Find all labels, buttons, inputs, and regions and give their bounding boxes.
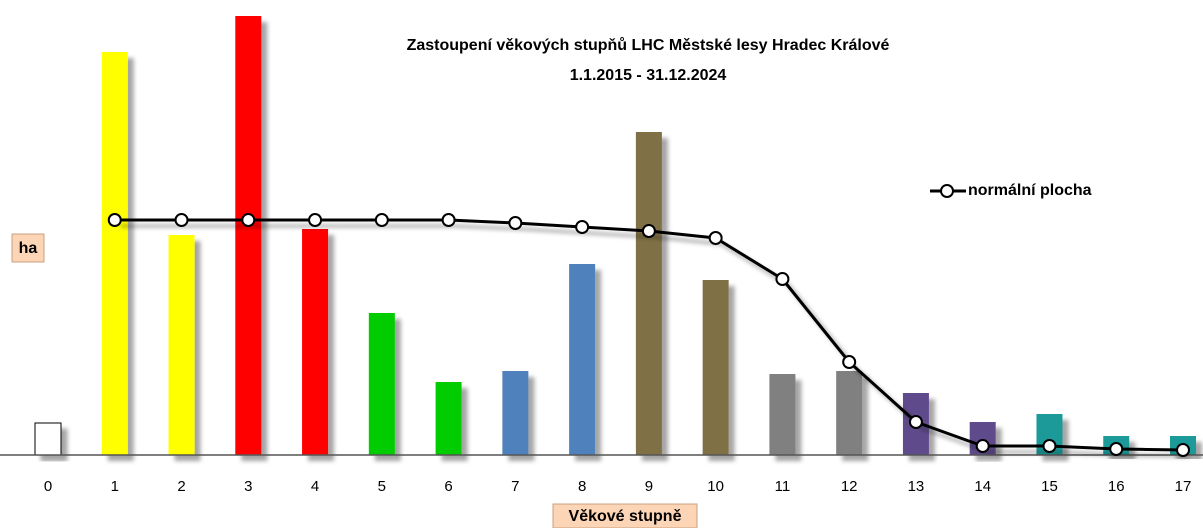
legend-label: normální plocha (968, 182, 1092, 199)
x-tick-label: 14 (974, 478, 991, 495)
bar (635, 132, 662, 455)
line-marker (842, 355, 857, 369)
line-marker (1109, 442, 1124, 456)
bar (368, 313, 395, 455)
x-tick-label: 7 (511, 478, 519, 495)
x-tick-label: 16 (1108, 478, 1125, 495)
x-tick-label: 5 (378, 478, 386, 495)
bar (836, 371, 863, 455)
x-tick-label: 0 (44, 478, 52, 495)
bar (302, 229, 329, 455)
line-marker (241, 213, 256, 227)
bar (435, 382, 462, 455)
line-marker (374, 213, 389, 227)
bar (502, 371, 529, 455)
legend: normální plocha (930, 182, 1092, 199)
line-marker (975, 439, 990, 453)
line-marker (908, 415, 923, 429)
chart-title: Zastoupení věkových stupňů LHC Městské l… (407, 37, 890, 54)
x-tick-label: 4 (311, 478, 319, 495)
line-marker (107, 213, 122, 227)
x-tick-label: 15 (1041, 478, 1058, 495)
legend-marker (940, 184, 954, 198)
x-axis-label: Věkové stupně (569, 508, 682, 525)
chart-subtitle: 1.1.2015 - 31.12.2024 (570, 67, 727, 84)
line-marker (1042, 439, 1057, 453)
bar (702, 280, 729, 455)
x-tick-label: 2 (177, 478, 185, 495)
bar (168, 235, 195, 455)
x-tick-label: 9 (645, 478, 653, 495)
lines (107, 213, 1190, 457)
line-marker (708, 231, 723, 245)
line-marker (308, 213, 323, 227)
bar (769, 374, 796, 455)
bar (101, 52, 128, 455)
y-axis-label: ha (19, 240, 38, 257)
x-tick-label: 12 (841, 478, 858, 495)
x-tick-label: 3 (244, 478, 252, 495)
bars (34, 16, 1196, 456)
bar (34, 422, 62, 456)
x-tick-label: 13 (908, 478, 925, 495)
x-tick-label: 17 (1175, 478, 1192, 495)
x-tick-label: 11 (775, 478, 791, 495)
bar (235, 16, 262, 455)
line-marker (174, 213, 189, 227)
x-tick-label: 1 (111, 478, 119, 495)
y-label-box (11, 233, 45, 263)
x-tick-label: 8 (578, 478, 586, 495)
x-tick-label: 6 (444, 478, 452, 495)
line-marker (441, 213, 456, 227)
line-marker (575, 220, 590, 234)
x-tick-label: 10 (707, 478, 724, 495)
line-marker (1176, 443, 1190, 457)
line-marker (641, 224, 656, 238)
line-marker (508, 216, 523, 230)
x-label-box (552, 503, 698, 528)
bar (569, 264, 596, 455)
line-marker (775, 272, 790, 286)
